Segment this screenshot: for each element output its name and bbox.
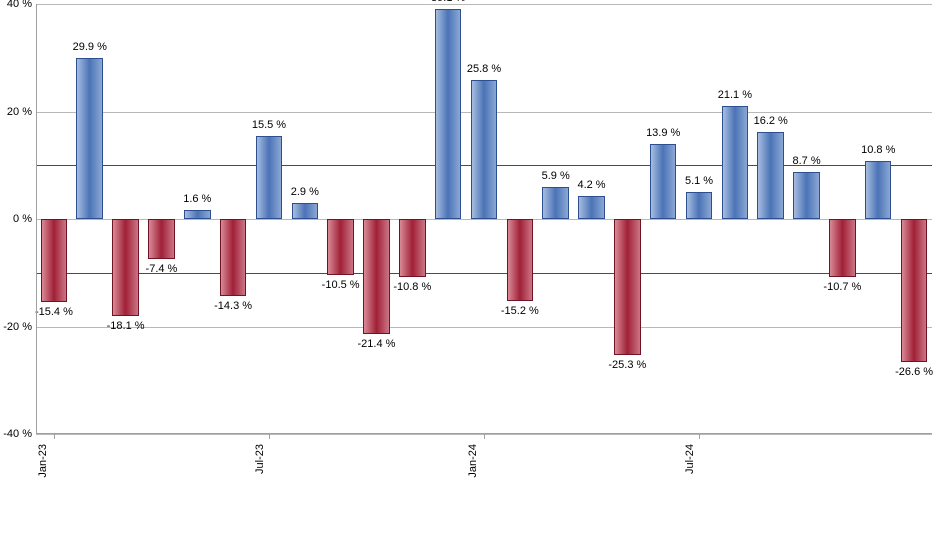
bar-value-label: 5.1 % (685, 175, 713, 187)
bar (793, 172, 820, 219)
bar (722, 106, 749, 219)
y-tick-label: -40 % (3, 428, 32, 440)
bar (148, 219, 175, 259)
bar-value-label: 25.8 % (467, 63, 501, 75)
bar (76, 58, 103, 219)
bar-value-label: 4.2 % (577, 179, 605, 191)
x-tick-mark (54, 434, 55, 439)
bar (757, 132, 784, 219)
bar (865, 161, 892, 219)
bar (507, 219, 534, 301)
bar-value-label: -21.4 % (358, 338, 396, 350)
bar (829, 219, 856, 277)
y-tick-label: -20 % (3, 321, 32, 333)
bar (901, 219, 928, 362)
bar-value-label: 8.7 % (792, 155, 820, 167)
bar-value-label: -15.4 % (35, 306, 73, 318)
bar (578, 196, 605, 219)
bar-value-label: -26.6 % (895, 366, 933, 378)
bar (256, 136, 283, 219)
bar-value-label: -10.8 % (393, 281, 431, 293)
bar-value-label: 15.5 % (252, 119, 286, 131)
y-tick-label: 40 % (7, 0, 32, 10)
bar-value-label: -18.1 % (107, 320, 145, 332)
bar-value-label: 39.1 % (431, 0, 465, 4)
bar (41, 219, 68, 302)
bar (471, 80, 498, 219)
bar (399, 219, 426, 277)
bar-value-label: 21.1 % (718, 89, 752, 101)
bar (220, 219, 247, 296)
bar (184, 210, 211, 219)
bar (542, 187, 569, 219)
x-tick-mark (269, 434, 270, 439)
bar-chart: -40 % -20 % 0 % 20 % 40 % Jan-23 Jul-23 Jan-24 J… (0, 0, 940, 550)
bar-value-label: -14.3 % (214, 300, 252, 312)
x-tick-label: Jan-23 (37, 444, 49, 478)
bar-value-label: -7.4 % (146, 263, 178, 275)
bar-value-label: -10.7 % (823, 281, 861, 293)
bar-value-label: -15.2 % (501, 305, 539, 317)
bar-value-label: 10.8 % (861, 144, 895, 156)
bar (292, 203, 319, 219)
gridline (36, 4, 932, 5)
bar-value-label: 16.2 % (754, 115, 788, 127)
bar (435, 9, 462, 219)
bar-value-label: -25.3 % (608, 359, 646, 371)
bar-value-label: 29.9 % (73, 41, 107, 53)
x-tick-mark (484, 434, 485, 439)
bar-value-label: 13.9 % (646, 127, 680, 139)
gridline (36, 327, 932, 328)
bar (686, 192, 713, 219)
bar (614, 219, 641, 355)
bar-value-label: 1.6 % (183, 193, 211, 205)
bar (363, 219, 390, 334)
bar (327, 219, 354, 275)
x-tick-label: Jul-24 (684, 444, 696, 474)
y-tick-label: 0 % (13, 213, 32, 225)
x-tick-label: Jan-24 (467, 444, 479, 478)
bar-value-label: -10.5 % (322, 279, 360, 291)
bar (112, 219, 139, 316)
bar-value-label: 2.9 % (291, 186, 319, 198)
y-tick-label: 20 % (7, 106, 32, 118)
bar-value-label: 5.9 % (542, 170, 570, 182)
x-tick-label: Jul-23 (254, 444, 266, 474)
x-tick-mark (699, 434, 700, 439)
bar (650, 144, 677, 219)
